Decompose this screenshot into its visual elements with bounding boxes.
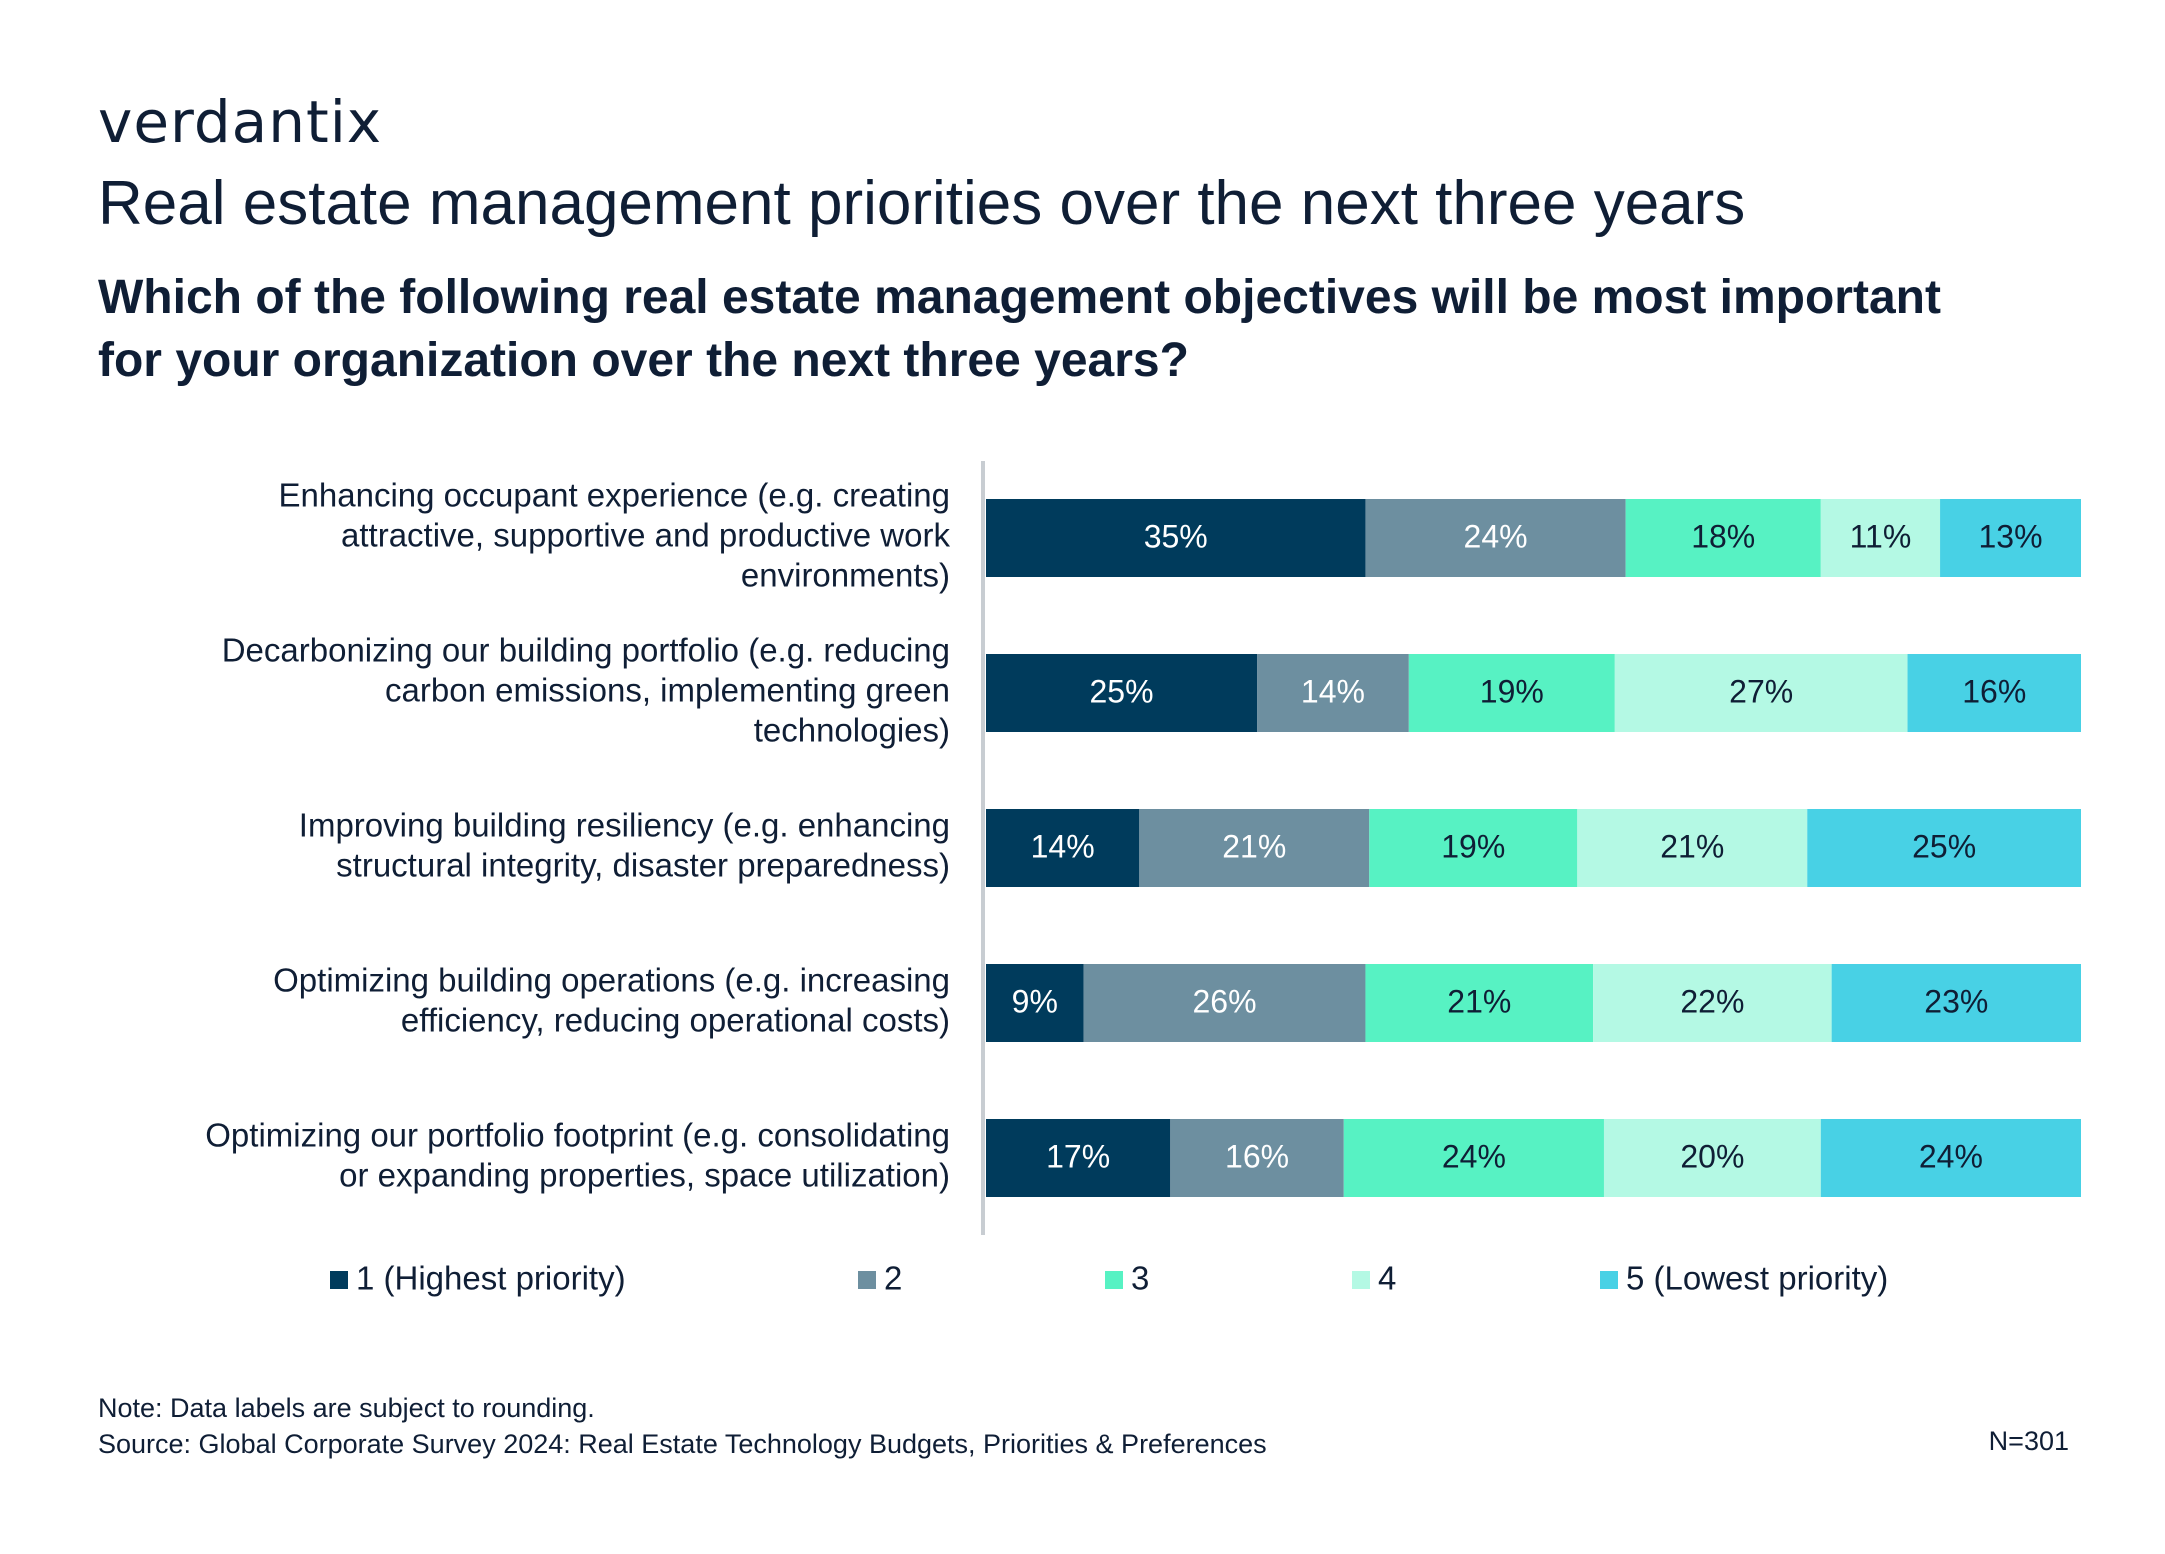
data-label: 18% <box>1691 518 1755 554</box>
category-label: Enhancing occupant experience (e.g. crea… <box>279 477 950 514</box>
source-note: Source: Global Corporate Survey 2024: Re… <box>98 1429 1267 1459</box>
data-label: 21% <box>1660 828 1724 864</box>
bar-segment <box>1603 1119 1821 1197</box>
category-label: or expanding properties, space utilizati… <box>339 1157 950 1194</box>
category-label: structural integrity, disaster preparedn… <box>336 847 950 884</box>
data-label: 22% <box>1680 983 1744 1019</box>
data-label: 13% <box>1979 518 2043 554</box>
legend-label: 5 (Lowest priority) <box>1626 1260 1888 1297</box>
bar-segment <box>1625 499 1821 577</box>
bar-segment <box>1369 809 1578 887</box>
data-label: 25% <box>1089 673 1153 709</box>
legend-label: 2 <box>884 1260 902 1297</box>
bar-segment <box>986 964 1084 1042</box>
bar-segment <box>1907 654 2081 732</box>
bar-segment <box>1614 654 1908 732</box>
bar-segment <box>986 654 1258 732</box>
category-label: attractive, supportive and productive wo… <box>341 517 950 554</box>
bar-segment <box>1139 809 1370 887</box>
legend-swatch <box>1352 1271 1370 1289</box>
data-label: 24% <box>1464 518 1528 554</box>
bar-segment <box>1577 809 1808 887</box>
category-label: Optimizing building operations (e.g. inc… <box>273 962 950 999</box>
data-label: 35% <box>1144 518 1208 554</box>
data-label: 20% <box>1680 1138 1744 1174</box>
category-label: environments) <box>741 557 950 594</box>
bar-segment <box>1820 1119 2081 1197</box>
rounding-note: Note: Data labels are subject to roundin… <box>98 1393 595 1423</box>
legend-swatch <box>858 1271 876 1289</box>
legend-swatch <box>1105 1271 1123 1289</box>
bar-segment <box>1083 964 1366 1042</box>
footer-notes: Note: Data labels are subject to roundin… <box>98 1390 1267 1462</box>
chart-title: Real estate management priorities over t… <box>98 169 1746 238</box>
bar-segment <box>986 809 1140 887</box>
category-label: Optimizing our portfolio footprint (e.g.… <box>205 1117 950 1154</box>
legend-label: 3 <box>1131 1260 1149 1297</box>
category-label: technologies) <box>754 712 950 749</box>
brand-logo: verdantix <box>98 88 383 156</box>
category-label: carbon emissions, implementing green <box>385 672 950 709</box>
legend-swatch <box>330 1271 348 1289</box>
data-label: 16% <box>1225 1138 1289 1174</box>
legend-label: 4 <box>1378 1260 1396 1297</box>
sample-size: N=301 <box>1988 1426 2069 1456</box>
data-label: 21% <box>1447 983 1511 1019</box>
bar-segment <box>1807 809 2081 887</box>
data-label: 21% <box>1222 828 1286 864</box>
data-label: 9% <box>1012 983 1058 1019</box>
data-label: 19% <box>1480 673 1544 709</box>
bar-segment <box>1820 499 1941 577</box>
bar-segment <box>1170 1119 1344 1197</box>
data-label: 14% <box>1031 828 1095 864</box>
data-label: 17% <box>1046 1138 1110 1174</box>
data-label: 16% <box>1962 673 2026 709</box>
bar-segment <box>1343 1119 1604 1197</box>
data-label: 24% <box>1442 1138 1506 1174</box>
data-label: 11% <box>1850 518 1912 554</box>
bar-segment <box>1365 499 1626 577</box>
bar-segment <box>1940 499 2081 577</box>
bar-segment <box>1365 964 1594 1042</box>
bar-segment <box>986 499 1366 577</box>
bar-segment <box>986 1119 1171 1197</box>
category-label: Decarbonizing our building portfolio (e.… <box>222 632 950 669</box>
data-label: 26% <box>1192 983 1256 1019</box>
legend-swatch <box>1600 1271 1618 1289</box>
data-label: 14% <box>1301 673 1365 709</box>
data-label: 23% <box>1924 983 1988 1019</box>
bar-segment <box>1408 654 1615 732</box>
data-label: 19% <box>1441 828 1505 864</box>
data-label: 24% <box>1919 1138 1983 1174</box>
legend-label: 1 (Highest priority) <box>356 1260 626 1297</box>
data-label: 27% <box>1729 673 1793 709</box>
bar-segment <box>1831 964 2081 1042</box>
chart-subtitle: Which of the following real estate manag… <box>98 271 1941 387</box>
category-label: Improving building resiliency (e.g. enha… <box>299 807 950 844</box>
bar-segment <box>1593 964 1832 1042</box>
data-label: 25% <box>1912 828 1976 864</box>
bar-segment <box>1257 654 1409 732</box>
category-label: efficiency, reducing operational costs) <box>401 1002 950 1039</box>
